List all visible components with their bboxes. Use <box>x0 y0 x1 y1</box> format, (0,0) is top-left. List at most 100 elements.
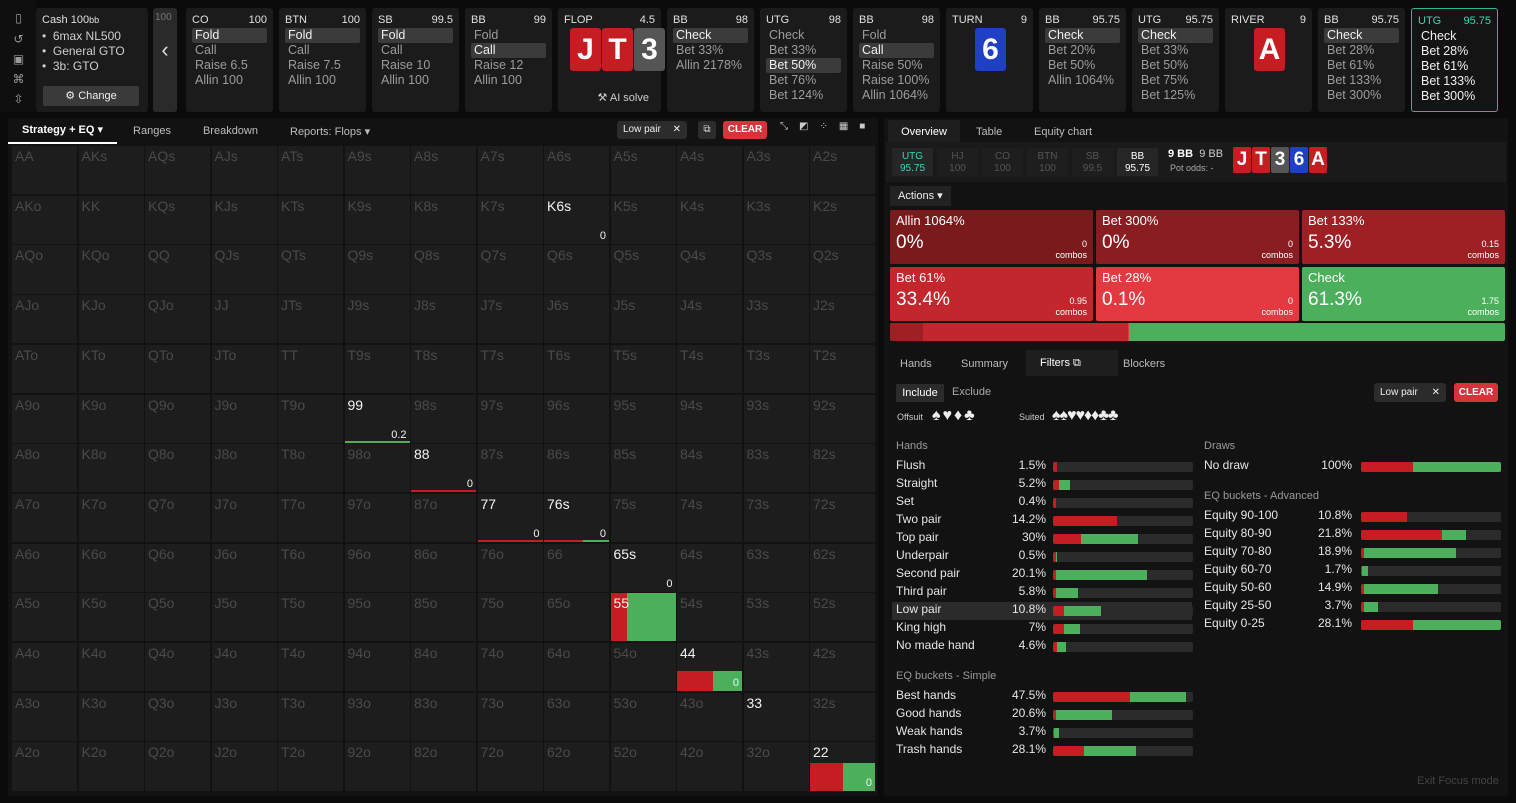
hand-cell[interactable]: 92o <box>344 742 410 791</box>
tab-filters[interactable]: Filters ⧉ <box>1026 350 1118 376</box>
hand-cell[interactable]: T5s <box>610 344 676 393</box>
action-option[interactable]: Check <box>1138 28 1213 43</box>
hand-cell[interactable]: J5o <box>211 593 277 642</box>
hand-cell[interactable]: A8o <box>12 444 77 493</box>
hand-cell[interactable]: A2o <box>12 742 77 791</box>
action-option[interactable]: Allin 1064% <box>1048 73 1115 87</box>
hand-cell[interactable]: T9o <box>278 394 343 443</box>
hand-cell[interactable]: A8s <box>411 146 476 195</box>
hand-cell[interactable]: Q6s <box>544 245 609 294</box>
hand-cell[interactable]: T2o <box>278 742 343 791</box>
river-card[interactable]: RIVER 9 A <box>1225 8 1312 112</box>
change-button[interactable]: ⚙ Change <box>43 86 139 106</box>
action-option[interactable]: Raise 50% <box>862 58 923 72</box>
hand-cell[interactable]: JTs <box>278 295 343 344</box>
hand-cell[interactable]: 73o <box>477 692 543 741</box>
hand-cell[interactable]: K8o <box>78 444 144 493</box>
hand-cell[interactable]: K6o <box>78 543 144 592</box>
filter-chip-right[interactable]: Low pair ✕ <box>1374 383 1446 402</box>
hand-cell[interactable]: Q6o <box>145 543 210 592</box>
hand-cell[interactable]: 52o <box>610 742 676 791</box>
hand-cell[interactable]: J9o <box>211 394 277 443</box>
action-option[interactable]: Check <box>1045 28 1120 43</box>
filter-row[interactable]: No made hand 4.6% <box>896 638 1193 656</box>
hand-cell[interactable]: K7s <box>477 195 543 244</box>
hand-cell[interactable]: 83s <box>743 444 809 493</box>
hand-cell[interactable]: ATo <box>12 344 77 393</box>
action-option[interactable]: Bet 28% <box>1327 43 1375 57</box>
hand-cell[interactable]: 64o <box>544 643 609 692</box>
action-option[interactable]: Bet 28% <box>1421 44 1469 58</box>
hand-cell[interactable]: A7o <box>12 493 77 543</box>
hand-cell[interactable]: 42o <box>677 742 742 791</box>
node-card-utg[interactable]: UTG 95.75 Check Bet 28% Bet 61% Bet 133% Bet 3… <box>1411 8 1498 112</box>
hand-cell[interactable]: AKs <box>78 146 144 195</box>
hand-cell[interactable]: K3s <box>743 195 809 244</box>
hand-cell[interactable]: QTo <box>145 344 210 393</box>
tab-hands[interactable]: Hands <box>900 358 932 370</box>
node-card-co[interactable]: CO 100 Fold Call Raise 6.5 Allin 100 <box>186 8 273 112</box>
hand-cell[interactable]: AA <box>12 146 77 195</box>
hand-cell[interactable]: 22 0 <box>810 742 875 791</box>
action-option[interactable]: Fold <box>474 28 499 42</box>
hand-cell[interactable]: TT <box>278 344 343 393</box>
hand-cell[interactable]: 54s <box>677 593 742 642</box>
hand-cell[interactable]: A4o <box>12 643 77 692</box>
filter-row[interactable]: Equity 0-25 28.1% <box>1204 616 1501 634</box>
position-chip[interactable]: UTG 95.75 <box>892 148 933 176</box>
tab-reports[interactable]: Reports: Flops ▾ <box>290 125 371 138</box>
action-option[interactable]: Bet 33% <box>676 43 724 57</box>
hand-cell[interactable]: Q2o <box>145 742 210 791</box>
hand-cell[interactable]: 33 <box>743 692 809 741</box>
hand-cell[interactable]: 87s <box>477 444 543 493</box>
hand-cell[interactable]: J5s <box>610 295 676 344</box>
filter-row[interactable]: No draw 100% <box>1204 458 1501 476</box>
hand-cell[interactable]: 72s <box>810 493 875 543</box>
save-icon[interactable]: ▣ <box>12 52 25 66</box>
hand-cell[interactable]: K8s <box>411 195 476 244</box>
hand-cell[interactable]: J6o <box>211 543 277 592</box>
exclude-toggle[interactable]: Exclude <box>952 386 992 398</box>
hand-cell[interactable]: 74s <box>677 493 742 543</box>
include-toggle[interactable]: Include <box>896 384 944 402</box>
filter-row[interactable]: Equity 80-90 21.8% <box>1204 526 1501 544</box>
view-mode-icons[interactable]: ⤡◩⁘▦■ <box>780 121 877 132</box>
tab-ranges[interactable]: Ranges <box>133 125 171 137</box>
hand-cell[interactable]: K2o <box>78 742 144 791</box>
hand-cell[interactable]: 94o <box>344 643 410 692</box>
hand-cell[interactable]: K4o <box>78 643 144 692</box>
filter-row[interactable]: Equity 60-70 1.7% <box>1204 562 1501 580</box>
tab-strategy-eq[interactable]: Strategy + EQ ▾ <box>8 118 118 144</box>
hand-cell[interactable]: Q7s <box>477 245 543 294</box>
hand-cell[interactable]: 88 0 <box>411 444 476 493</box>
action-option[interactable]: Allin 100 <box>195 73 243 87</box>
hand-cell[interactable]: A6o <box>12 543 77 592</box>
hand-cell[interactable]: Q8o <box>145 444 210 493</box>
hand-cell[interactable]: 44 0 <box>677 643 742 692</box>
hand-cell[interactable]: 97s <box>477 394 543 443</box>
hand-cell[interactable]: 53s <box>743 593 809 642</box>
tab-overview[interactable]: Overview <box>888 120 960 144</box>
hand-cell[interactable]: 42s <box>810 643 875 692</box>
hand-cell[interactable]: J7o <box>211 493 277 543</box>
action-option[interactable]: Check <box>1324 28 1399 43</box>
filter-row[interactable]: Straight 5.2% <box>896 476 1193 494</box>
hand-cell[interactable]: 87o <box>411 493 476 543</box>
suited-suit-icons[interactable]: ♠♠♥♥♦♦♣♣ <box>1052 407 1118 424</box>
hand-cell[interactable]: A7s <box>477 146 543 195</box>
position-chip[interactable]: SB 99.5 <box>1072 148 1113 176</box>
back-button[interactable]: 100 ‹ <box>153 8 177 112</box>
filter-row[interactable]: Underpair 0.5% <box>896 548 1193 566</box>
hand-cell[interactable]: KTs <box>278 195 343 244</box>
filter-row[interactable]: Two pair 14.2% <box>896 512 1193 530</box>
action-option[interactable]: Allin 2178% <box>676 58 743 72</box>
hand-cell[interactable]: 84o <box>411 643 476 692</box>
node-card-bb[interactable]: BB 95.75 Check Bet 20% Bet 50% Allin 1064% <box>1039 8 1126 112</box>
action-option[interactable]: Raise 6.5 <box>195 58 248 72</box>
hand-cell[interactable]: T5o <box>278 593 343 642</box>
filter-row[interactable]: Third pair 5.8% <box>896 584 1193 602</box>
node-card-bb[interactable]: BB 95.75 Check Bet 28% Bet 61% Bet 133% Bet 30… <box>1318 8 1405 112</box>
action-option[interactable]: Allin 100 <box>381 73 429 87</box>
hand-cell[interactable]: 65s 0 <box>610 543 676 592</box>
hand-cell[interactable]: 86s <box>544 444 609 493</box>
